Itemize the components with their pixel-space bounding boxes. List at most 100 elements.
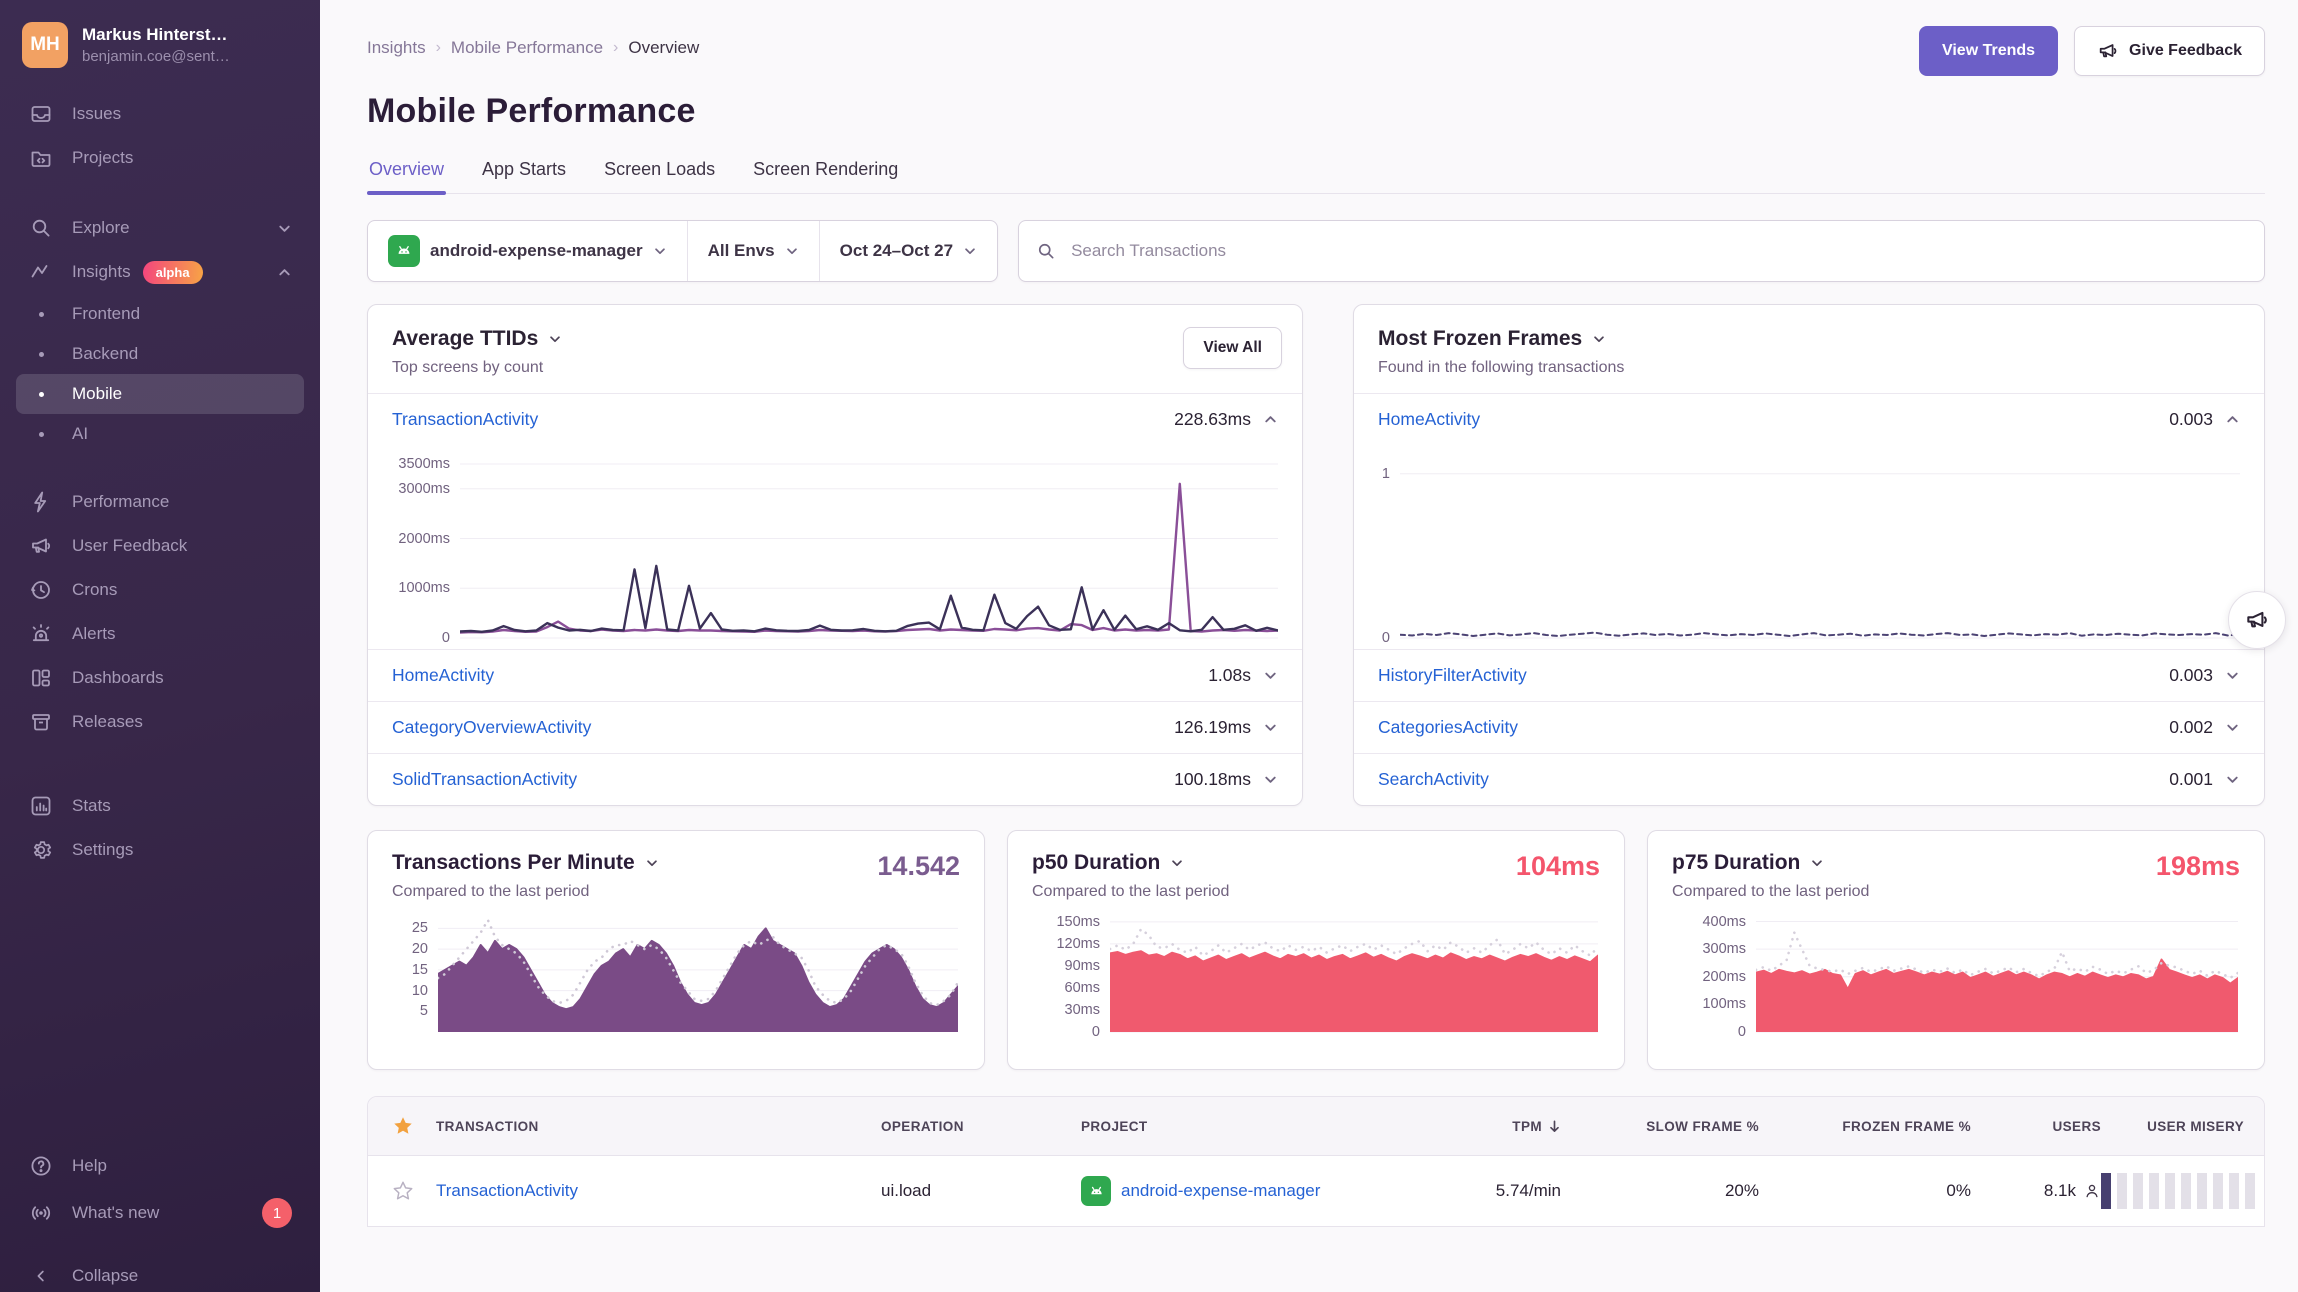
pulse-icon (28, 260, 54, 284)
p75-chart: 400ms 300ms 200ms 100ms 0 (1672, 914, 2240, 1040)
chevron-down-icon (645, 856, 659, 870)
user-meta: Markus Hinterst… benjamin.coe@sent… (82, 25, 230, 65)
p75-title[interactable]: p75 Duration (1672, 851, 1869, 875)
p75-value: 198ms (2155, 851, 2240, 881)
sidebar-item-stats[interactable]: Stats (16, 784, 304, 828)
sidebar-collapse-button[interactable]: Collapse (16, 1256, 304, 1292)
most-frozen-frames-panel: Most Frozen Frames Found in the followin… (1353, 304, 2265, 806)
sidebar-item-performance[interactable]: Performance (16, 480, 304, 524)
tab-app-starts[interactable]: App Starts (480, 159, 568, 193)
breadcrumb-insights[interactable]: Insights (367, 38, 426, 57)
transaction-link[interactable]: HomeActivity (392, 665, 495, 685)
transaction-link[interactable]: CategoryOverviewActivity (392, 717, 592, 737)
row-value: 0.003 (2169, 409, 2213, 429)
transaction-link[interactable]: TransactionActivity (436, 1181, 579, 1200)
breadcrumb-separator: › (435, 39, 441, 56)
p75-duration-panel: p75 Duration Compared to the last period… (1647, 830, 2265, 1070)
tpm-title[interactable]: Transactions Per Minute (392, 851, 659, 875)
sidebar-item-help[interactable]: Help (16, 1144, 304, 1188)
chevron-down-icon[interactable] (1263, 772, 1278, 787)
sidebar-item-crons[interactable]: Crons (16, 568, 304, 612)
chevron-down-icon[interactable] (2225, 668, 2240, 683)
transaction-link[interactable]: CategoriesActivity (1378, 717, 1519, 737)
view-trends-button[interactable]: View Trends (1918, 26, 2059, 76)
chevron-up-icon[interactable] (2225, 412, 2240, 427)
tab-label: Screen Loads (604, 159, 716, 179)
chevron-down-icon[interactable] (1263, 668, 1278, 683)
view-all-button[interactable]: View All (1183, 327, 1282, 369)
y-axis-tick: 0 (1737, 1024, 1746, 1040)
column-header-users[interactable]: USERS (2052, 1118, 2101, 1134)
top-panels: Average TTIDs Top screens by count View … (367, 304, 2265, 806)
environment-selector[interactable]: All Envs (686, 221, 819, 281)
column-header-user-misery[interactable]: USER MISERY (2147, 1118, 2244, 1134)
panel-title-label: Average TTIDs (392, 327, 539, 350)
chevron-down-icon[interactable] (2225, 720, 2240, 735)
bullet-dot (28, 391, 54, 397)
feedback-fab[interactable] (2228, 591, 2286, 649)
breadcrumb-mobile-performance[interactable]: Mobile Performance (450, 38, 604, 57)
sidebar-item-insights[interactable]: Insights alpha (16, 250, 304, 294)
chevron-down-icon[interactable] (1263, 720, 1278, 735)
average-ttids-title[interactable]: Average TTIDs (392, 327, 1278, 351)
sidebar-item-label: Explore (72, 218, 130, 237)
tab-screen-rendering[interactable]: Screen Rendering (751, 159, 900, 193)
transaction-link[interactable]: HomeActivity (1378, 409, 1481, 429)
project-selector[interactable]: android-expense-manager (368, 221, 687, 281)
most-frozen-frames-title[interactable]: Most Frozen Frames (1378, 327, 2240, 351)
bullet-dot (28, 311, 54, 317)
column-header-operation[interactable]: OPERATION (881, 1118, 964, 1134)
sidebar-item-dashboards[interactable]: Dashboards (16, 656, 304, 700)
ttid-row: CategoryOverviewActivity 126.19ms (368, 701, 1302, 753)
sidebar-item-backend[interactable]: Backend (16, 334, 304, 374)
sidebar-item-ai[interactable]: AI (16, 414, 304, 454)
project-link[interactable]: android-expense-manager (1121, 1181, 1321, 1200)
sidebar-item-mobile[interactable]: Mobile (16, 374, 304, 414)
column-header-project[interactable]: PROJECT (1081, 1118, 1148, 1134)
sidebar-item-whats-new[interactable]: What's new 1 (16, 1188, 304, 1238)
y-axis: 400ms 300ms 200ms 100ms 0 (1672, 914, 1756, 1040)
bar-chart-icon (28, 794, 54, 818)
sidebar-item-projects[interactable]: Projects (16, 136, 304, 180)
sidebar-item-explore[interactable]: Explore (16, 206, 304, 250)
search-input[interactable] (1018, 220, 2265, 282)
chevron-down-icon (1810, 856, 1824, 870)
tab-screen-loads[interactable]: Screen Loads (602, 159, 717, 193)
transaction-link[interactable]: HistoryFilterActivity (1378, 665, 1527, 685)
view-all-label: View All (1203, 339, 1262, 356)
user-menu[interactable]: MH Markus Hinterst… benjamin.coe@sent… (16, 20, 304, 70)
y-axis-tick: 25 (411, 920, 428, 937)
chevron-down-icon[interactable] (2225, 772, 2240, 787)
transaction-link[interactable]: TransactionActivity (392, 409, 539, 429)
date-range-selector[interactable]: Oct 24–Oct 27 (818, 221, 997, 281)
transaction-link[interactable]: SolidTransactionActivity (392, 769, 578, 789)
sidebar-item-frontend[interactable]: Frontend (16, 294, 304, 334)
chart-plot (460, 453, 1278, 639)
column-header-tpm[interactable]: TPM (1411, 1119, 1561, 1134)
page-header: Insights › Mobile Performance › Overview… (367, 26, 2265, 76)
sidebar-item-user-feedback[interactable]: User Feedback (16, 524, 304, 568)
sidebar-item-releases[interactable]: Releases (16, 700, 304, 744)
y-axis-tick: 120ms (1056, 935, 1100, 952)
sidebar-item-alerts[interactable]: Alerts (16, 612, 304, 656)
column-header-transaction[interactable]: TRANSACTION (436, 1118, 539, 1134)
sidebar-item-label: Frontend (72, 304, 141, 323)
p50-title[interactable]: p50 Duration (1032, 851, 1229, 875)
y-axis-tick: 3000ms (398, 480, 450, 497)
star-outline-icon[interactable] (392, 1180, 414, 1202)
tab-overview[interactable]: Overview (367, 159, 447, 195)
column-header-frozen-frame[interactable]: FROZEN FRAME % (1842, 1118, 1971, 1134)
chevron-up-icon[interactable] (1263, 412, 1278, 427)
give-feedback-button[interactable]: Give Feedback (2074, 26, 2265, 76)
sidebar-item-label: Alerts (72, 624, 116, 643)
p50-chart: 150ms 120ms 90ms 60ms 30ms 0 (1032, 914, 1600, 1040)
table-row: TransactionActivity ui.load android-expe… (368, 1156, 2264, 1226)
column-header-slow-frame[interactable]: SLOW FRAME % (1646, 1118, 1759, 1134)
sidebar-item-settings[interactable]: Settings (16, 828, 304, 872)
transaction-link[interactable]: SearchActivity (1378, 769, 1489, 789)
sidebar-item-issues[interactable]: Issues (16, 92, 304, 136)
chart-plot (438, 915, 958, 1033)
misery-bar (2197, 1173, 2207, 1209)
breadcrumb-overview: Overview (628, 38, 700, 57)
